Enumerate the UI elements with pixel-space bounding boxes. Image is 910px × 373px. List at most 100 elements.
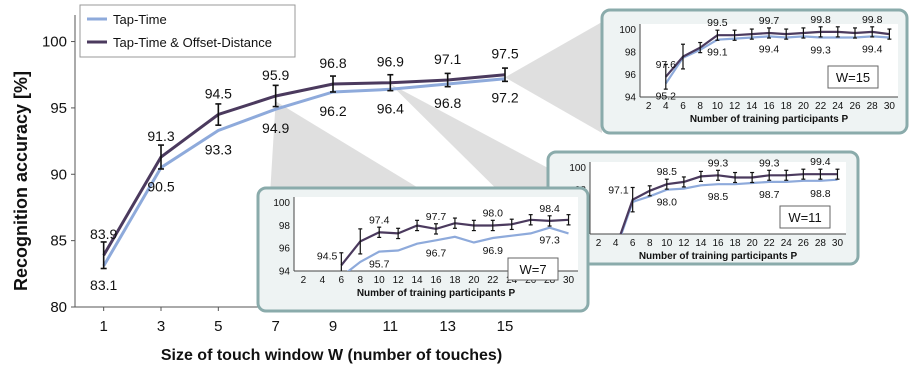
inset-line-tap-time [664, 35, 890, 85]
y-axis-title: Recognition accuracy [%] [11, 71, 31, 291]
inset-x-tick-label: 24 [832, 101, 844, 112]
inset-data-label: 98.5 [708, 191, 729, 203]
inset-x-tick-label: 4 [613, 238, 619, 249]
inset-x-tick-label: 26 [798, 238, 810, 249]
inset-x-tick-label: 22 [764, 238, 776, 249]
inset-x-tick-label: 6 [630, 238, 636, 249]
inset-x-tick-label: 16 [430, 275, 442, 286]
inset-data-label: 98.7 [759, 189, 780, 201]
legend: Tap-Time Tap-Time & Offset-Distance [79, 4, 296, 58]
data-label-tap-time-offset: 97.1 [434, 51, 461, 67]
inset-x-tick-label: 8 [647, 238, 653, 249]
inset-y-tick-label: 96 [279, 244, 291, 255]
inset-data-label: 98.4 [539, 203, 560, 215]
y-tick-label: 80 [50, 299, 67, 316]
data-label-tap-time: 96.8 [434, 95, 461, 111]
inset-data-label: 99.3 [759, 157, 780, 169]
x-tick-label: 13 [439, 318, 456, 335]
inset-x-tick-label: 10 [661, 238, 673, 249]
inset-data-label: 99.4 [810, 156, 831, 168]
inset-y-tick-label: 96 [625, 70, 637, 81]
inset-x-tick-label: 20 [798, 101, 810, 112]
y-tick-label: 90 [50, 166, 67, 183]
inset-x-tick-label: 26 [849, 101, 861, 112]
series-line-tap-time-offset [102, 73, 506, 256]
inset-y-tick-label: 100 [619, 25, 636, 36]
inset-data-label: 94.5 [317, 250, 338, 262]
inset-data-label: 99.4 [759, 43, 780, 55]
inset-series-group [663, 26, 892, 90]
inset-data-label: 99.8 [862, 14, 883, 26]
inset-x-tick-label: 30 [563, 275, 575, 286]
callout-w7 [270, 101, 430, 195]
x-tick-label: 1 [99, 318, 107, 335]
inset-x-tick-label: 8 [697, 101, 703, 112]
x-tick-label: 5 [214, 318, 222, 335]
inset-y-tick-label: 100 [569, 163, 586, 174]
inset-x-tick-label: 4 [663, 101, 669, 112]
inset-data-label: 98.0 [657, 197, 678, 209]
data-label-tap-time: 83.1 [90, 277, 117, 293]
inset-x-axis-title: Number of training participants P [690, 114, 849, 125]
inset-line-tap-time [620, 178, 838, 234]
inset-data-label: 99.4 [862, 43, 883, 55]
data-label-tap-time: 96.4 [377, 100, 404, 116]
inset-x-tick-label: 16 [763, 101, 775, 112]
inset-data-label: 99.8 [810, 14, 831, 26]
callout-w15 [505, 22, 602, 133]
inset-y-tick-label: 94 [625, 93, 637, 104]
x-axis-title: Size of touch window W (number of touche… [161, 347, 502, 364]
inset-x-tick-label: 4 [320, 275, 326, 286]
inset-line-tap-time [346, 226, 569, 271]
y-tick-label: 100 [42, 34, 67, 51]
inset-data-label: 99.5 [707, 17, 728, 29]
x-tick-label: 3 [157, 318, 165, 335]
x-tick-label: 15 [497, 318, 514, 335]
data-label-tap-time-offset: 91.3 [147, 128, 174, 144]
inset-panel-label: W=11 [788, 210, 821, 225]
inset-series-group [619, 168, 840, 234]
inset-y-tick-label: 100 [273, 198, 290, 209]
data-label-tap-time: 96.2 [319, 103, 346, 119]
inset-data-label: 99.1 [707, 47, 728, 59]
inset-x-tick-label: 10 [712, 101, 724, 112]
inset-panel-label-box [507, 257, 559, 281]
inset-data-label: 98.8 [810, 188, 831, 200]
inset-x-tick-label: 22 [815, 101, 827, 112]
data-label-tap-time: 90.5 [147, 179, 174, 195]
x-tick-label: 9 [329, 318, 337, 335]
inset-data-label: 97.1 [608, 185, 629, 197]
data-label-tap-time-offset: 95.9 [262, 67, 289, 83]
data-label-tap-time: 94.9 [262, 120, 289, 136]
inset-line-tap-time-offset [664, 30, 890, 78]
inset-x-tick-label: 28 [815, 238, 827, 249]
inset-x-tick-label: 22 [487, 275, 499, 286]
inset-x-tick-label: 8 [357, 275, 363, 286]
data-label-tap-time-offset: 94.5 [205, 86, 232, 102]
inset-x-axis-title: Number of training participants P [639, 251, 798, 262]
data-label-tap-time-offset: 96.9 [377, 54, 404, 70]
inset-x-tick-label: 28 [867, 101, 879, 112]
inset-panel-label-box [827, 65, 879, 89]
legend-box [79, 4, 296, 58]
inset-data-label: 97.4 [369, 214, 390, 226]
inset-data-label: 95.2 [656, 91, 677, 103]
inset-x-tick-label: 18 [449, 275, 461, 286]
inset-x-tick-label: 18 [781, 101, 793, 112]
data-label-tap-time: 97.2 [491, 90, 518, 106]
legend-label-tap-time: Tap-Time [113, 12, 167, 27]
inset-x-tick-label: 18 [730, 238, 742, 249]
inset-data-label: 96.7 [426, 247, 447, 259]
inset-x-tick-label: 12 [678, 238, 690, 249]
inset-x-tick-label: 14 [412, 275, 424, 286]
inset-w11: 94969810024681012141618202224262830Numbe… [546, 150, 860, 266]
data-label-tap-time-offset: 83.9 [90, 226, 117, 242]
inset-data-label: 96.9 [483, 245, 504, 257]
inset-data-label: 97.6 [656, 59, 677, 71]
data-label-tap-time-offset: 97.5 [491, 46, 518, 62]
inset-x-tick-label: 2 [301, 275, 307, 286]
x-tick-label: 11 [383, 318, 399, 335]
inset-data-label: 99.7 [759, 15, 780, 27]
